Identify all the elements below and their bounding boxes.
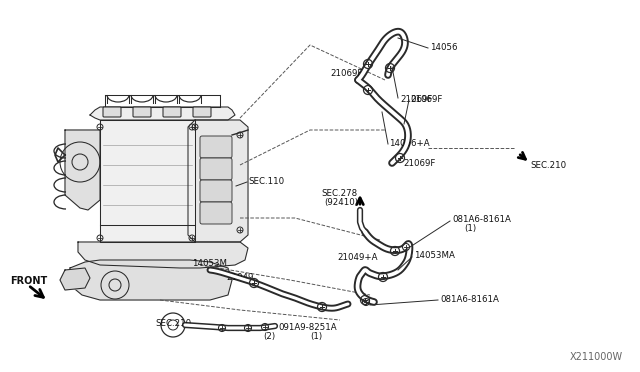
Text: 14056: 14056 <box>430 42 458 51</box>
FancyBboxPatch shape <box>133 107 151 117</box>
Polygon shape <box>65 130 100 210</box>
Polygon shape <box>188 120 248 242</box>
Text: 21069F: 21069F <box>410 94 442 103</box>
FancyBboxPatch shape <box>163 107 181 117</box>
Text: 14053MA: 14053MA <box>414 251 455 260</box>
Polygon shape <box>90 107 235 120</box>
Polygon shape <box>60 268 90 290</box>
Text: (1): (1) <box>464 224 476 232</box>
Text: FRONT: FRONT <box>10 276 47 286</box>
Text: 21069F: 21069F <box>330 70 362 78</box>
Text: SEC.110: SEC.110 <box>248 176 284 186</box>
FancyBboxPatch shape <box>200 136 232 158</box>
FancyBboxPatch shape <box>200 180 232 202</box>
Polygon shape <box>78 242 248 268</box>
Text: SEC.210: SEC.210 <box>155 320 191 328</box>
FancyBboxPatch shape <box>193 107 211 117</box>
Text: (2): (2) <box>263 333 275 341</box>
Text: SEC.210: SEC.210 <box>530 161 566 170</box>
Text: X211000W: X211000W <box>570 352 623 362</box>
FancyBboxPatch shape <box>200 158 232 180</box>
Text: 091A9-8251A: 091A9-8251A <box>278 324 337 333</box>
Text: (92410): (92410) <box>324 198 358 206</box>
FancyBboxPatch shape <box>200 202 232 224</box>
Polygon shape <box>70 260 232 300</box>
Text: 081A6-8161A: 081A6-8161A <box>452 215 511 224</box>
Polygon shape <box>100 120 195 242</box>
Text: 21049: 21049 <box>226 273 253 282</box>
Text: 21049+A: 21049+A <box>337 253 378 262</box>
Text: 21069F: 21069F <box>403 158 435 167</box>
Text: 14056+A: 14056+A <box>389 140 429 148</box>
FancyBboxPatch shape <box>103 107 121 117</box>
Text: (1): (1) <box>310 333 322 341</box>
Text: 21069F: 21069F <box>400 94 433 103</box>
Text: 14053M: 14053M <box>192 260 227 269</box>
Text: SEC.278: SEC.278 <box>321 189 357 199</box>
Text: 081A6-8161A: 081A6-8161A <box>440 295 499 304</box>
